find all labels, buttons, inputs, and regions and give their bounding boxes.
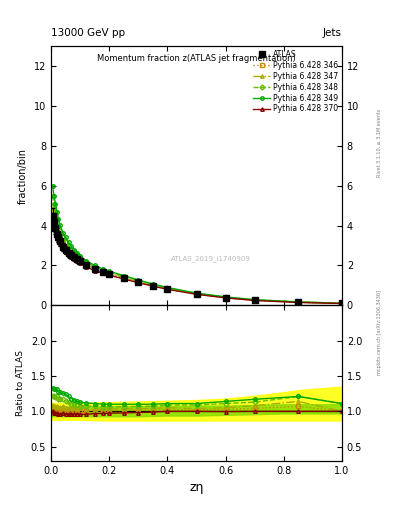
Text: Rivet 3.1.10, ≥ 3.1M events: Rivet 3.1.10, ≥ 3.1M events — [377, 109, 382, 178]
Text: Jets: Jets — [323, 28, 342, 38]
Text: Momentum fraction z(ATLAS jet fragmentation): Momentum fraction z(ATLAS jet fragmentat… — [97, 54, 296, 63]
Y-axis label: Ratio to ATLAS: Ratio to ATLAS — [16, 350, 25, 416]
Legend: ATLAS, Pythia 6.428 346, Pythia 6.428 347, Pythia 6.428 348, Pythia 6.428 349, P: ATLAS, Pythia 6.428 346, Pythia 6.428 34… — [252, 48, 340, 115]
Text: ATLAS_2019_I1740909: ATLAS_2019_I1740909 — [171, 255, 251, 262]
Text: mcplots.cern.ch [arXiv:1306.3436]: mcplots.cern.ch [arXiv:1306.3436] — [377, 290, 382, 375]
X-axis label: zη: zη — [189, 481, 204, 494]
Y-axis label: fraction/bin: fraction/bin — [18, 147, 28, 204]
Text: 13000 GeV pp: 13000 GeV pp — [51, 28, 125, 38]
